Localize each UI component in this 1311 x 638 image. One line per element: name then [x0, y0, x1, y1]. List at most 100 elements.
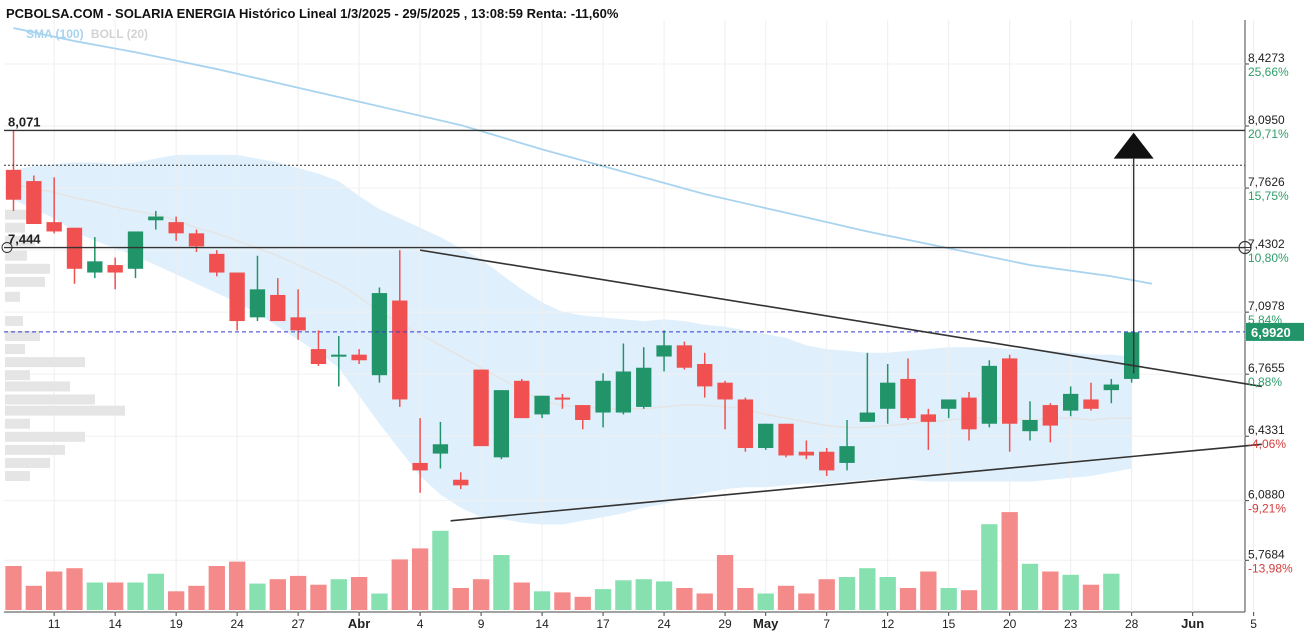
volume-profile-bar [5, 331, 40, 341]
volume-profile-bar [5, 418, 30, 429]
x-tick-label: May [753, 616, 779, 631]
volume-bar [676, 588, 693, 610]
volume-profile-bar [5, 263, 50, 274]
x-tick-label: 23 [1064, 617, 1078, 631]
y-tick-label: 7,0978 [1248, 299, 1285, 313]
level-label: 7,444 [8, 232, 41, 247]
volume-bar [289, 575, 307, 610]
volume-bar [208, 566, 225, 610]
volume-profile-bar [5, 381, 70, 392]
volume-bar [330, 579, 347, 610]
bollinger-band-area [13, 154, 1132, 525]
candle-body [1103, 384, 1119, 391]
volume-bar [310, 584, 327, 610]
volume-bar [350, 577, 368, 610]
candle-body [554, 397, 571, 400]
candle-body [920, 414, 937, 422]
target-arrow-head [1113, 132, 1154, 159]
volume-bar [655, 581, 673, 610]
candle-body [697, 364, 713, 387]
candle-body [615, 371, 632, 413]
candle-body [229, 272, 245, 322]
candle-body [798, 451, 815, 456]
volume-bar [1082, 584, 1100, 610]
y-tick-label: 7,7626 [1248, 175, 1285, 189]
candle-body [249, 289, 266, 318]
y-tick-label: 5,7684 [1248, 547, 1285, 561]
volume-profile-bar [5, 222, 25, 233]
volume-bar [371, 593, 388, 610]
legend-boll-label[interactable]: BOLL (20) [90, 27, 149, 41]
candle-body [331, 354, 347, 357]
x-tick-label: 28 [1125, 617, 1139, 631]
y-tick-label: 6,4331 [1248, 423, 1285, 437]
volume-bar [1062, 574, 1079, 610]
volume-profile-bar [5, 276, 45, 287]
candle-body [636, 367, 652, 407]
volume-bar [5, 566, 22, 610]
candle-body [859, 412, 876, 422]
candlesticks [5, 130, 1140, 493]
candle-body [778, 423, 794, 456]
candle-body [880, 382, 896, 409]
x-tick-label: 29 [718, 617, 732, 631]
volume-bar [574, 596, 591, 610]
volume-bar [777, 585, 795, 610]
volume-bar [533, 591, 551, 610]
x-tick-label: 14 [108, 617, 122, 631]
candle-body [148, 216, 164, 221]
volume-bar [1042, 571, 1059, 610]
candle-body [46, 222, 62, 232]
x-tick-label: Abr [348, 616, 370, 631]
candle-body [737, 399, 754, 448]
volume-profile [5, 209, 125, 481]
level-label: 8,071 [8, 114, 41, 129]
y-tick-pct: 25,66% [1248, 65, 1289, 79]
volume-profile-bar [5, 471, 30, 481]
volume-bar [66, 568, 83, 610]
trendline [419, 249, 1262, 388]
y-tick-pct: -9,21% [1248, 502, 1286, 516]
bollinger-mid-line [13, 184, 1132, 429]
candle-body [5, 169, 22, 200]
y-tick-pct: 5,84% [1248, 313, 1282, 327]
candle-body [290, 317, 306, 331]
volume-profile-bar [5, 457, 50, 468]
volume-bar [716, 555, 734, 610]
volume-bar [513, 582, 530, 610]
candle-body [514, 380, 530, 419]
volume-bar [167, 591, 185, 610]
y-tick-label: 6,0880 [1248, 488, 1285, 502]
volume-bar [838, 577, 856, 610]
bollinger-band [13, 154, 1132, 525]
volume-bar [615, 580, 632, 610]
x-tick-label: 11 [48, 617, 61, 631]
volume-bar [106, 582, 124, 610]
y-tick-label: 8,4273 [1248, 51, 1285, 65]
candle-body [1022, 420, 1038, 432]
volume-bar [45, 571, 63, 610]
volume-profile-bar [5, 444, 65, 455]
volume-bar [554, 592, 571, 610]
volume-bar [269, 579, 286, 610]
candle-body [575, 405, 591, 420]
candle-body [900, 378, 916, 419]
x-tick-label: 17 [596, 617, 610, 631]
candle-body [168, 222, 184, 234]
candle-body [534, 395, 550, 415]
sma-100-line [13, 27, 1153, 285]
x-tick-label: 27 [291, 617, 305, 631]
candle-body [432, 444, 449, 454]
candle-body [819, 451, 835, 471]
volume-bar [472, 579, 490, 610]
volume-bar [940, 588, 957, 610]
volume-profile-bar [5, 357, 85, 368]
indicator-legend: SMA (100) BOLL (20) [26, 27, 148, 41]
indicator-lines [13, 27, 1153, 429]
legend-sma-label[interactable]: SMA (100) [26, 27, 84, 41]
y-tick-pct: 0,88% [1248, 375, 1282, 389]
volume-bar [493, 555, 510, 610]
candle-body [656, 345, 672, 357]
candle-body [1042, 405, 1058, 426]
